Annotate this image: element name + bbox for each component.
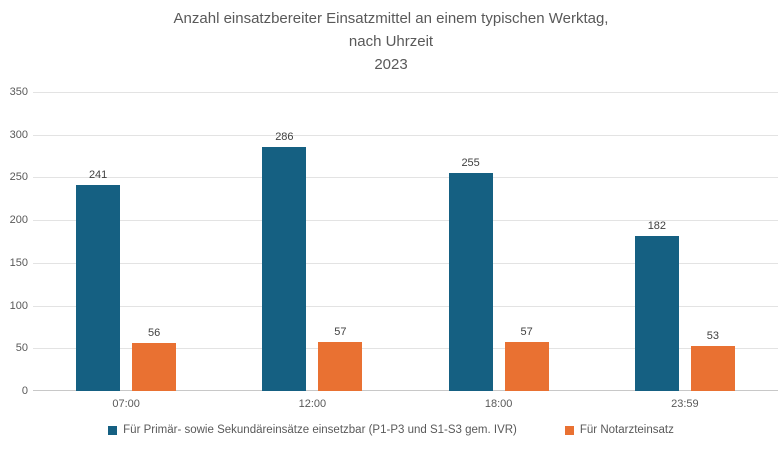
- chart-title-line-3: 2023: [374, 56, 408, 73]
- x-axis: 07:00 12:00 18:00 23:59: [33, 391, 778, 413]
- x-tick-label: 23:59: [671, 398, 699, 410]
- bar: [262, 146, 307, 391]
- bar-cell: 57: [504, 92, 549, 391]
- legend: Für Primär- sowie Sekundäreinsätze einse…: [0, 424, 782, 437]
- bar: [634, 235, 679, 391]
- bar-group: 241 56: [33, 92, 219, 391]
- bar: [318, 342, 363, 391]
- legend-label: Für Notarzteinsatz: [579, 424, 674, 436]
- plot-area: 241 56 286 57 255 57 182 53: [33, 92, 778, 391]
- legend-swatch: [564, 426, 574, 435]
- gridline: [33, 348, 778, 350]
- bar-cell: 255: [448, 92, 493, 391]
- y-tick-label: 150: [9, 256, 28, 269]
- bar-cell: 57: [318, 92, 363, 391]
- y-tick-label: 350: [9, 86, 28, 98]
- bar-cell: 286: [262, 92, 307, 391]
- chart-title-line-1: Anzahl einsatzbereiter Einsatzmittel an …: [173, 10, 609, 27]
- legend-item: Für Notarzteinsatz: [564, 424, 674, 437]
- x-tick-label: 18:00: [484, 398, 513, 410]
- y-tick-label: 100: [9, 299, 28, 312]
- gridline: [33, 305, 778, 307]
- bar-value-label: 57: [334, 326, 347, 339]
- bar: [690, 345, 735, 391]
- bar-value-label: 57: [520, 326, 533, 339]
- bar-group: 182 53: [592, 92, 778, 391]
- y-tick-label: 200: [9, 214, 28, 227]
- bar-value-label: 241: [88, 169, 108, 182]
- gridline: [33, 177, 778, 179]
- bar-value-label: 182: [647, 219, 667, 232]
- x-tick-label: 07:00: [112, 398, 140, 410]
- bar-group: 255 57: [406, 92, 592, 391]
- bar: [448, 173, 493, 391]
- x-axis-line: [33, 390, 778, 391]
- bar-value-label: 53: [706, 329, 719, 342]
- chart-title-line-2: nach Uhrzeit: [348, 33, 434, 50]
- bar-cell: 182: [634, 92, 679, 391]
- gridline: [33, 134, 778, 136]
- bar-cell: 241: [76, 92, 121, 391]
- y-tick-label: 50: [15, 342, 28, 355]
- bar-cell: 53: [690, 92, 735, 391]
- legend-label: Für Primär- sowie Sekundäreinsätze einse…: [123, 424, 517, 436]
- gridline: [33, 262, 778, 264]
- chart-title: Anzahl einsatzbereiter Einsatzmittel an …: [0, 7, 782, 76]
- y-tick-label: 0: [21, 385, 28, 397]
- bar-value-label: 255: [461, 157, 480, 170]
- y-axis: 0 50 100 150 200 250 300 350: [0, 86, 28, 397]
- gridline: [33, 220, 778, 222]
- legend-swatch: [108, 426, 118, 435]
- bar: [504, 342, 549, 391]
- legend-item: Für Primär- sowie Sekundäreinsätze einse…: [108, 424, 517, 437]
- y-tick-label: 250: [9, 171, 28, 184]
- bar-value-label: 286: [275, 130, 294, 143]
- gridline: [33, 92, 778, 93]
- bar: [76, 185, 121, 391]
- bar-value-label: 56: [148, 327, 161, 340]
- bar-group: 286 57: [219, 92, 405, 391]
- x-tick-label: 12:00: [298, 398, 327, 410]
- bar: [132, 343, 177, 391]
- y-tick-label: 300: [9, 128, 28, 141]
- bar-cell: 56: [132, 92, 177, 391]
